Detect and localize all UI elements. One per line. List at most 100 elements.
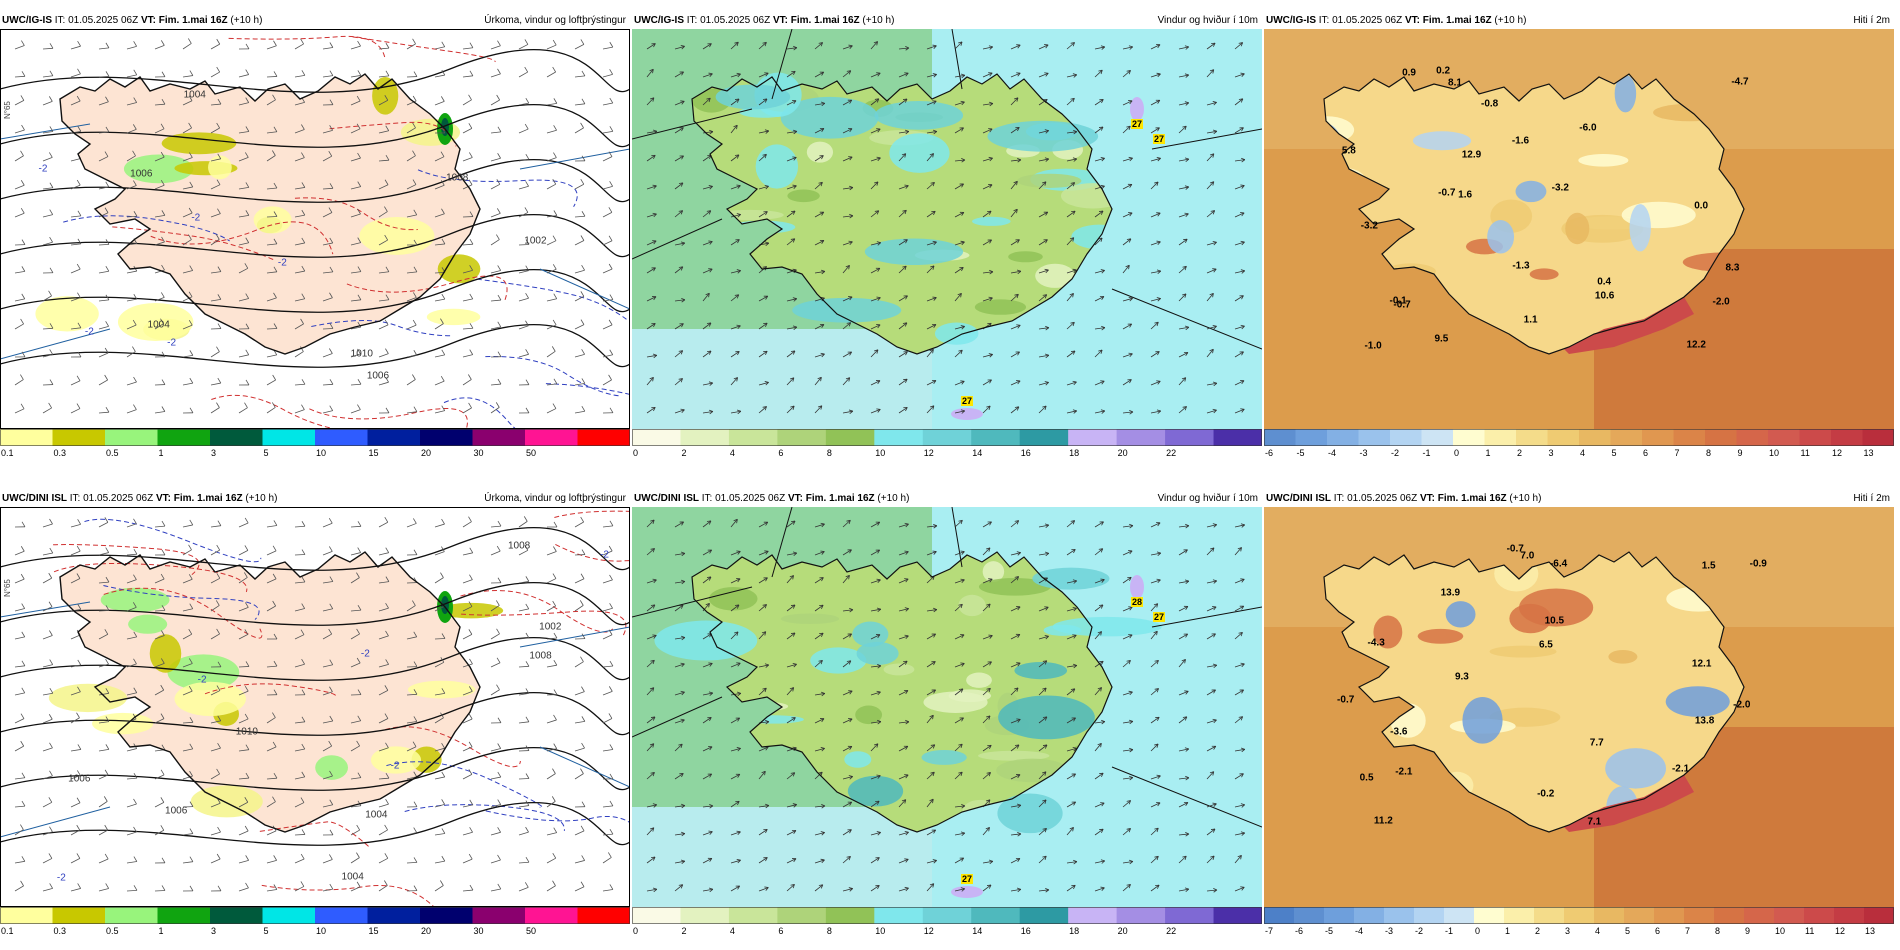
- wind-arrow: [602, 744, 614, 752]
- wind-arrow: [98, 181, 110, 190]
- wind-arrow: [574, 573, 585, 584]
- wind-arrow: [758, 41, 767, 50]
- wind-arrow: [1066, 801, 1077, 808]
- wind-arrow: [1150, 603, 1159, 612]
- wind-arrow: [982, 772, 991, 780]
- wind-arrow: [490, 94, 501, 106]
- wind-arrow: [758, 550, 769, 556]
- warm-area: [1564, 775, 1694, 832]
- wind-arrow: [702, 381, 714, 386]
- legend-tick-label: 10: [875, 448, 886, 458]
- precip-area: [161, 132, 237, 155]
- legend-swatch: [525, 429, 578, 446]
- wind-arrow: [574, 265, 585, 274]
- wind-arrow: [870, 324, 881, 330]
- wind-arrow: [518, 545, 529, 556]
- wind-arrow: [42, 883, 54, 892]
- wind-arrow: [378, 294, 390, 302]
- wind-arrow: [182, 95, 193, 106]
- wind-arrow: [870, 181, 879, 190]
- wind-arrow: [210, 346, 220, 358]
- wind-arrow: [378, 95, 389, 106]
- panel-header: UWC/DINI ISL IT: 01.05.2025 06Z VT: Fim.…: [1264, 490, 1894, 507]
- wind-arrow: [434, 318, 444, 330]
- legend-tick-label: 9: [1737, 448, 1743, 458]
- coastline: [1323, 73, 1745, 355]
- legend-tick-label: -6: [1265, 448, 1274, 458]
- legend-swatch: [1768, 429, 1800, 446]
- legend-tick-label: 1: [158, 926, 164, 936]
- wind-arrow: [982, 661, 992, 668]
- temperature-value: -0.7: [1393, 299, 1411, 311]
- wind-arrow: [786, 717, 796, 724]
- wind-arrow: [1206, 633, 1216, 640]
- wind-arrow: [294, 603, 306, 612]
- wind-arrow: [602, 713, 613, 724]
- lead-time: (+10 h): [227, 15, 263, 26]
- wind-arrow: [1206, 348, 1214, 358]
- wind-arrow: [406, 885, 418, 892]
- wind-arrow: [1038, 660, 1048, 668]
- wind-arrow: [730, 550, 741, 556]
- precip-area: [315, 755, 349, 780]
- wind-arrow: [1234, 127, 1244, 134]
- wind-arrow: [154, 825, 165, 836]
- legend-tick-label: 22: [1166, 448, 1177, 458]
- wind-arrow: [462, 70, 474, 78]
- wind-arrow: [350, 152, 361, 162]
- wind-arrow: [602, 800, 614, 808]
- wind-arrow: [154, 151, 165, 162]
- wind-arrow: [350, 404, 361, 414]
- wind-arrow: [1150, 743, 1159, 752]
- wind-arrow: [1122, 100, 1133, 106]
- wind-arrow: [1038, 129, 1049, 134]
- legend-swatch: [1165, 907, 1215, 924]
- wind-arrow: [758, 857, 768, 864]
- init-time: IT: 01.05.2025 06Z: [699, 493, 788, 504]
- wind-arrow: [1234, 605, 1245, 612]
- wind-arrow: [294, 576, 306, 584]
- wind-arrow: [126, 798, 137, 808]
- legend-frame: [1264, 429, 1894, 446]
- wind-arrow: [646, 406, 656, 414]
- wind-arrow: [814, 127, 825, 134]
- wind-arrow: [294, 38, 304, 50]
- wind-arrow: [98, 576, 110, 584]
- wind-arrow: [238, 797, 249, 808]
- wind-arrow: [786, 520, 796, 528]
- wind-arrow: [898, 550, 909, 556]
- color-legend: -6-5-4-3-2-101234567891011121314: [1264, 429, 1894, 465]
- wind-arrow: [98, 374, 108, 386]
- wind-arrow: [730, 72, 741, 78]
- wind-arrow: [518, 688, 530, 696]
- panel-header: UWC/DINI ISL IT: 01.05.2025 06Z VT: Fim.…: [632, 490, 1262, 507]
- temperature-contour: [346, 275, 508, 300]
- wind-arrow: [702, 322, 712, 330]
- legend-tick-label: 2: [1517, 448, 1523, 458]
- wind-arrow: [1178, 775, 1190, 781]
- temperature-area: [1519, 588, 1594, 627]
- wind-arrow: [182, 628, 193, 640]
- wind-arrow: [490, 854, 501, 864]
- wind-arrow: [786, 803, 797, 808]
- cold-area: [1629, 204, 1651, 252]
- wind-arrow: [814, 323, 825, 330]
- legend-tick-label: 10: [316, 926, 327, 936]
- wind-arrow: [574, 39, 585, 50]
- gust-label: 27: [1130, 119, 1144, 129]
- wind-arrow: [898, 72, 909, 78]
- wind-arrow: [898, 295, 908, 302]
- wind-arrow: [1234, 269, 1246, 274]
- legend-tick-label: 8: [1706, 448, 1712, 458]
- wind-arrow: [786, 858, 797, 864]
- wind-arrow: [154, 98, 166, 106]
- wind-arrow: [294, 881, 305, 892]
- wind-arrow: [954, 803, 966, 809]
- wind-arrow: [730, 294, 740, 302]
- wind-arrow: [1234, 324, 1245, 330]
- wind-arrow: [1066, 579, 1078, 584]
- wind-arrow: [1178, 832, 1190, 837]
- temperature-contour: [84, 518, 262, 563]
- wind-arrow: [518, 516, 528, 528]
- wind-arrow: [518, 407, 530, 414]
